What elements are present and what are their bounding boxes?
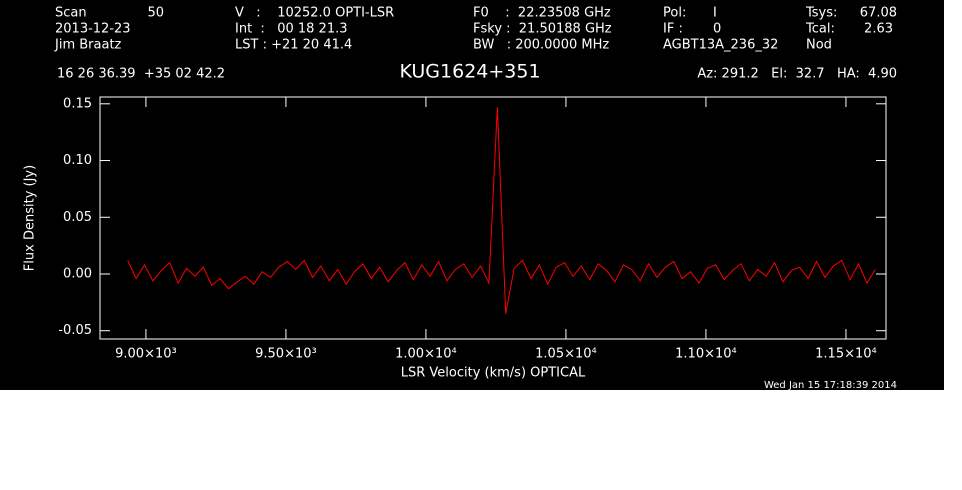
plot-background xyxy=(0,0,944,390)
header-text: F0 : 22.23508 GHz xyxy=(473,6,611,21)
footer-date: Wed Jan 15 17:18:39 2014 xyxy=(764,380,897,391)
header-text: LST : +21 20 41.4 xyxy=(235,38,352,53)
header-text: 2013-12-23 xyxy=(55,22,131,37)
header-text: Nod xyxy=(806,38,832,53)
header-text: Int : 00 18 21.3 xyxy=(235,22,348,37)
header-text: Tsys: xyxy=(805,6,837,21)
chart-title: KUG1624+351 xyxy=(399,61,540,83)
x-tick-label: 9.50×10³ xyxy=(255,347,317,362)
header-text: AGBT13A_236_32 xyxy=(663,38,778,53)
y-tick-label: 0.05 xyxy=(63,210,92,225)
y-tick-label: 0.00 xyxy=(63,266,92,281)
header-text: Az: 291.2 El: 32.7 HA: 4.90 xyxy=(697,67,897,82)
y-tick-label: 0.10 xyxy=(63,153,92,168)
header-text: Scan xyxy=(55,6,87,21)
header-text: BW : 200.0000 MHz xyxy=(473,38,609,53)
x-axis-label: LSR Velocity (km/s) OPTICAL xyxy=(401,366,586,381)
header-text: Fsky : 21.50188 GHz xyxy=(473,22,612,37)
y-tick-label: 0.15 xyxy=(63,96,92,111)
header-text: IF : xyxy=(663,22,683,37)
spectrum-line xyxy=(127,107,876,314)
header: Scan 50 2013-12-23 Jim Braatz V : 10252.… xyxy=(54,6,897,82)
header-text: 0 xyxy=(713,22,721,37)
y-axis-label: Flux Density (Jy) xyxy=(23,165,38,271)
x-tick-label: 1.15×10⁴ xyxy=(815,347,877,362)
header-text: 2.63 xyxy=(864,22,893,37)
header-text: 50 xyxy=(147,6,164,21)
x-tick-label: 1.10×10⁴ xyxy=(675,347,737,362)
header-text: Pol: xyxy=(663,6,686,21)
header-text: 16 26 36.39 +35 02 42.2 xyxy=(57,67,225,82)
header-text: 67.08 xyxy=(860,6,897,21)
x-tick-label: 9.00×10³ xyxy=(115,347,177,362)
x-tick-label: 1.05×10⁴ xyxy=(535,347,597,362)
header-text: Jim Braatz xyxy=(54,38,122,53)
plot-frame xyxy=(99,96,887,340)
y-tick-label: -0.05 xyxy=(58,323,92,338)
header-text: I xyxy=(713,6,717,21)
header-text: Tcal: xyxy=(805,22,835,37)
x-tick-label: 1.00×10⁴ xyxy=(395,347,457,362)
header-text: V : 10252.0 OPTI-LSR xyxy=(235,6,394,21)
